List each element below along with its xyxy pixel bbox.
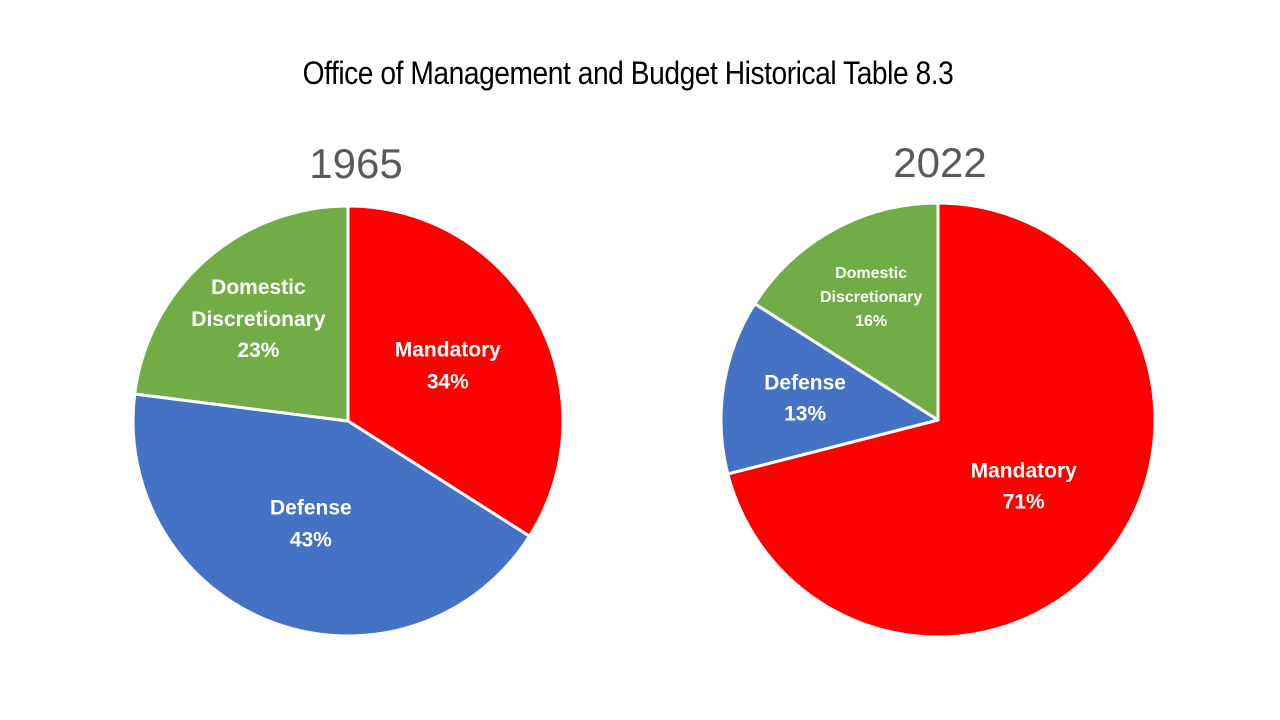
pie-slice-label-1965-mandatory: Mandatory 34%: [394, 338, 501, 394]
pie-slice-label-2022-defense: Defense 13%: [764, 371, 846, 426]
slide-title: Office of Management and Budget Historic…: [302, 55, 954, 91]
pie-slice-label-2022-domestic-discretionary: Domestic Discretionary 16%: [819, 265, 923, 331]
pie-slice-label-1965-domestic-discretionary: Domestic Discretionary 23%: [191, 276, 326, 363]
pie-svg-1965: [131, 204, 565, 638]
pie-slice-label-1965-defense: Defense 43%: [269, 496, 352, 552]
year-label-1965: 1965: [309, 140, 403, 187]
year-label-2022: 2022: [893, 139, 987, 186]
pie-chart-1965: Mandatory 34% Defense 43% Domestic Discret…: [123, 196, 573, 646]
pie-slice-1965-domestic-discretionary: [133, 204, 350, 423]
pie-chart-2022: Mandatory 71% Defense 13% Domestic Discret…: [713, 195, 1163, 645]
pie-slice-2022-domestic-discretionary: [753, 201, 940, 422]
pie-svg-2022: [719, 201, 1157, 639]
pie-slice-2022-mandatory: [726, 201, 1157, 639]
pie-slice-label-2022-mandatory: Mandatory 71%: [970, 459, 1077, 514]
pie-slice-2022-defense: [719, 302, 940, 476]
pie-slice-1965-defense: [131, 392, 532, 638]
